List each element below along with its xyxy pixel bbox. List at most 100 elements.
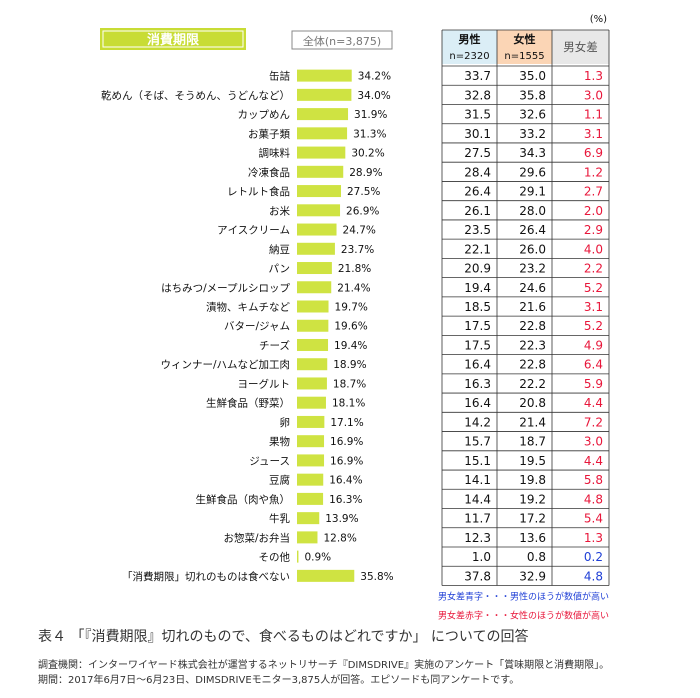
value-label: 19.4% <box>334 340 367 352</box>
diff-value: 4.9 <box>584 338 603 352</box>
female-value: 23.2 <box>519 262 546 276</box>
value-label: 34.2% <box>358 71 391 83</box>
series-label-box <box>291 30 393 50</box>
category-label: ジュース <box>249 455 290 467</box>
bar <box>297 281 332 294</box>
value-label: 21.8% <box>338 263 371 275</box>
bar <box>297 377 327 390</box>
diff-value: 5.8 <box>584 473 603 487</box>
male-value: 28.4 <box>464 165 491 179</box>
value-label: 24.7% <box>343 225 376 237</box>
bar <box>297 223 337 236</box>
legend-note: 男女差赤字・・・女性のほうが数値が高い <box>438 609 609 621</box>
female-value: 22.2 <box>519 377 546 391</box>
diff-value: 1.3 <box>584 531 603 545</box>
bar <box>297 338 329 351</box>
category-label: 果物 <box>269 435 290 448</box>
category-label: 豆腐 <box>269 474 290 487</box>
diff-value: 4.0 <box>584 242 603 256</box>
bar <box>297 242 335 255</box>
male-value: 30.1 <box>464 127 491 141</box>
header-label: 男女差 <box>563 40 598 54</box>
diff-value: 2.2 <box>584 262 603 276</box>
category-label: はちみつ/メープルシロップ <box>161 282 290 294</box>
category-label: 漬物、キムチなど <box>206 301 290 314</box>
female-value: 34.3 <box>519 146 546 160</box>
value-label: 16.9% <box>330 436 363 448</box>
value-label: 16.3% <box>329 494 362 506</box>
male-value: 18.5 <box>464 300 491 314</box>
header-label: 男性 <box>459 32 481 46</box>
female-value: 22.8 <box>519 358 546 372</box>
header-bg <box>442 30 497 64</box>
value-label: 21.4% <box>337 282 370 294</box>
diff-value: 2.0 <box>584 204 603 218</box>
diff-value: 4.8 <box>584 492 603 506</box>
value-label: 31.3% <box>353 128 386 140</box>
value-label: 26.9% <box>346 205 379 217</box>
bar <box>297 165 344 178</box>
diff-value: 0.2 <box>584 550 603 564</box>
male-value: 37.8 <box>464 569 491 583</box>
value-label: 17.1% <box>330 417 363 429</box>
female-value: 21.6 <box>519 300 546 314</box>
male-value: 23.5 <box>464 223 491 237</box>
female-value: 35.8 <box>519 88 546 102</box>
male-value: 15.1 <box>464 454 491 468</box>
diff-value: 2.9 <box>584 223 603 237</box>
male-value: 14.4 <box>464 492 491 506</box>
diff-value: 4.8 <box>584 569 603 583</box>
category-label: 「消費期限」切れのものは食べない <box>122 570 290 583</box>
category-label: チーズ <box>259 339 290 352</box>
bar <box>297 146 346 159</box>
bar <box>297 415 325 428</box>
male-value: 33.7 <box>464 69 491 83</box>
series-label: 全体(n=3,875) <box>303 34 381 48</box>
value-label: 27.5% <box>347 186 380 198</box>
bar <box>297 204 341 217</box>
value-label: 16.9% <box>330 455 363 467</box>
table-unit: (%) <box>590 14 607 25</box>
diff-value: 6.9 <box>584 146 603 160</box>
category-label: 調味料 <box>259 147 291 160</box>
category-label: お米 <box>269 204 290 217</box>
male-value: 17.5 <box>464 319 491 333</box>
diff-value: 7.2 <box>584 415 603 429</box>
female-value: 20.8 <box>519 396 546 410</box>
diff-value: 1.2 <box>584 165 603 179</box>
bar <box>297 512 320 525</box>
female-value: 26.4 <box>519 223 546 237</box>
source-line-2: 期間：2017年6月7日〜6月23日、DIMSDRIVEモニター3,875人が回… <box>38 675 520 686</box>
female-value: 29.1 <box>519 185 546 199</box>
value-label: 28.9% <box>349 167 382 179</box>
male-value: 16.4 <box>464 358 491 372</box>
value-label: 19.7% <box>335 302 368 314</box>
male-value: 16.4 <box>464 396 491 410</box>
female-value: 13.6 <box>519 531 546 545</box>
title-tag-bg <box>100 28 246 50</box>
bar <box>297 300 329 313</box>
bar <box>297 127 348 140</box>
category-label: パン <box>268 263 290 275</box>
female-value: 19.5 <box>519 454 546 468</box>
category-label: 牛乳 <box>269 512 290 525</box>
male-value: 27.5 <box>464 146 491 160</box>
bar <box>297 550 299 563</box>
diff-value: 2.7 <box>584 185 603 199</box>
value-label: 34.0% <box>357 90 390 102</box>
bar <box>297 319 329 332</box>
header-sub: n=2320 <box>449 51 489 62</box>
value-label: 0.9% <box>304 552 331 564</box>
female-value: 24.6 <box>519 281 546 295</box>
male-value: 15.7 <box>464 435 491 449</box>
male-value: 26.1 <box>464 204 491 218</box>
chart-title: 消費期限 <box>147 32 200 48</box>
diff-value: 3.0 <box>584 435 603 449</box>
female-value: 17.2 <box>519 512 546 526</box>
diff-value: 5.4 <box>584 512 603 526</box>
male-value: 31.5 <box>464 108 491 122</box>
bar <box>297 358 328 371</box>
category-label: 冷凍食品 <box>248 166 290 179</box>
value-label: 23.7% <box>341 244 374 256</box>
